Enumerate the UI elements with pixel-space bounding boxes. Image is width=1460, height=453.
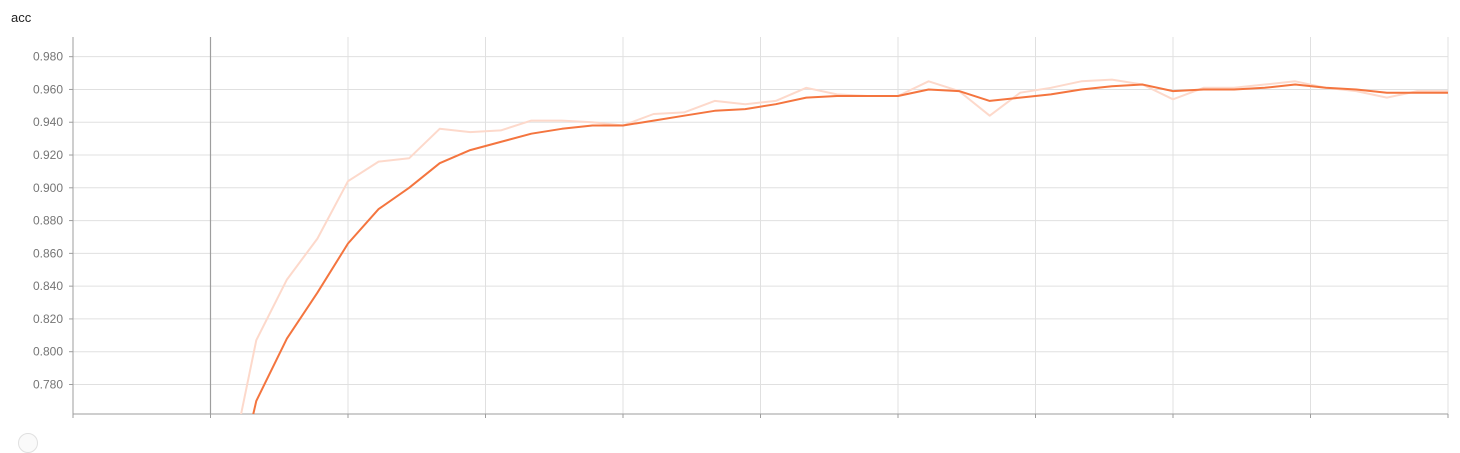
y-tick-label: 0.880 <box>33 214 63 228</box>
axis-layer: 0.780 0.800 0.820 0.840 0.860 0.880 0.900 0.920… <box>33 37 1449 418</box>
chart-title: acc <box>11 10 32 25</box>
series-layer <box>240 78 1448 414</box>
series-line-raw <box>240 78 1448 414</box>
y-tick-label: 0.800 <box>33 345 63 359</box>
y-tick-label: 0.980 <box>33 50 63 64</box>
y-tick-label: 0.860 <box>33 246 63 260</box>
y-tick-label: 0.940 <box>33 115 63 129</box>
series-line-smoothed <box>252 83 1448 414</box>
grid-layer <box>72 37 1449 414</box>
settings-dot[interactable] <box>18 433 38 453</box>
y-tick-label: 0.780 <box>33 377 63 391</box>
chart-plot: 0.780 0.800 0.820 0.840 0.860 0.880 0.900 0.920… <box>33 37 1449 418</box>
y-tick-label: 0.820 <box>33 312 63 326</box>
y-tick-label: 0.960 <box>33 82 63 96</box>
y-tick-label: 0.840 <box>33 279 63 293</box>
y-tick-label: 0.900 <box>33 181 63 195</box>
y-tick-label: 0.920 <box>33 148 63 162</box>
